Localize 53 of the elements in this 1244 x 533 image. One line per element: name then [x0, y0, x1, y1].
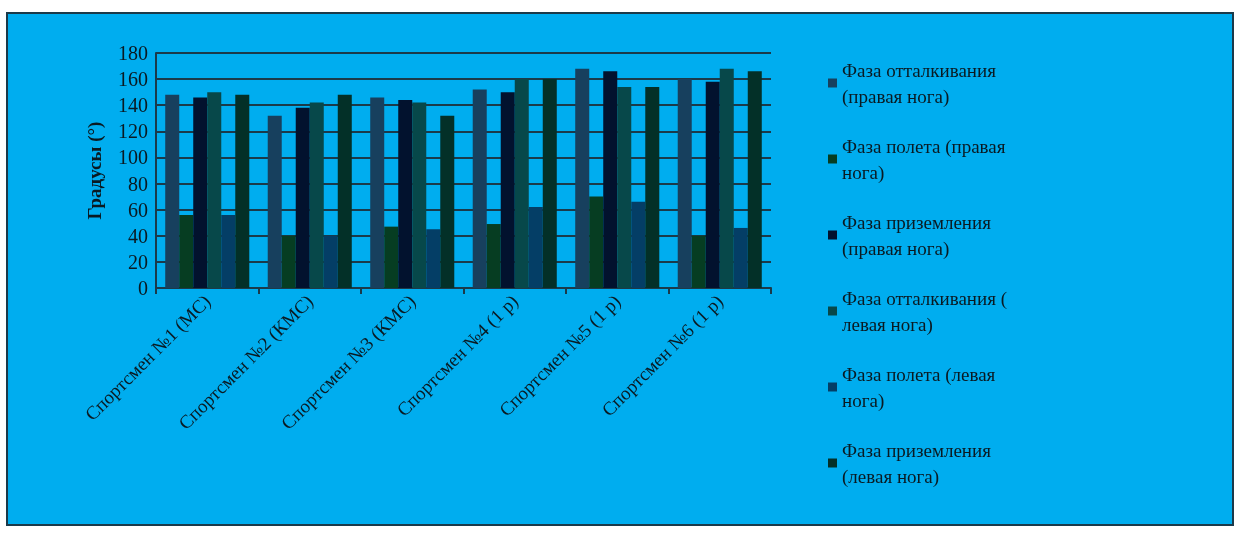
bar — [575, 68, 590, 288]
bar — [193, 97, 208, 288]
bar — [691, 235, 706, 288]
bar — [281, 235, 296, 288]
bar — [733, 227, 748, 288]
bar — [645, 86, 660, 288]
bar — [426, 229, 441, 288]
bar — [295, 107, 310, 288]
y-tick-label: 80 — [128, 172, 148, 195]
bar — [747, 71, 762, 288]
bar — [165, 94, 180, 288]
y-tick-label: 140 — [118, 94, 148, 117]
legend-label: Фаза приземления (правая нога) — [842, 211, 996, 260]
bar — [207, 92, 222, 288]
legend-label: Фаза приземления (левая нога) — [842, 439, 996, 488]
bar — [542, 79, 557, 288]
bar — [486, 224, 501, 288]
bar — [267, 115, 282, 288]
y-tick-label: 100 — [118, 146, 148, 169]
legend-label: Фаза отталкивания (правая нога) — [842, 59, 1001, 108]
bar — [235, 94, 250, 288]
y-tick-label: 160 — [118, 68, 148, 91]
bar — [179, 214, 194, 288]
bar — [221, 214, 236, 288]
y-tick-label: 20 — [128, 250, 148, 273]
y-tick-label: 180 — [118, 42, 148, 64]
bar — [412, 102, 427, 288]
y-axis-title: Градусы (°) — [84, 121, 106, 220]
bar — [500, 92, 515, 288]
bar — [617, 86, 632, 288]
bar — [589, 196, 604, 288]
bar — [370, 97, 385, 288]
legend-label: Фаза полета (левая нога) — [842, 363, 1001, 412]
bar — [309, 102, 324, 288]
bar — [705, 81, 720, 288]
legend-label: Фаза отталкивания ( левая нога) — [842, 287, 1012, 336]
y-tick-label: 60 — [128, 198, 148, 221]
bar — [440, 115, 455, 288]
bar — [603, 71, 618, 288]
bar — [472, 89, 487, 288]
bar — [337, 94, 352, 288]
bar — [719, 68, 734, 288]
bar — [631, 201, 646, 288]
y-tick-label: 0 — [138, 277, 148, 299]
bar — [677, 79, 692, 288]
y-tick-label: 40 — [128, 224, 148, 247]
bar — [528, 207, 543, 288]
bar — [384, 226, 399, 288]
bar — [398, 100, 413, 288]
y-tick-label: 120 — [118, 120, 148, 143]
bar — [514, 79, 529, 288]
bar — [323, 235, 338, 288]
legend-label: Фаза полета (правая нога) — [842, 135, 1011, 184]
